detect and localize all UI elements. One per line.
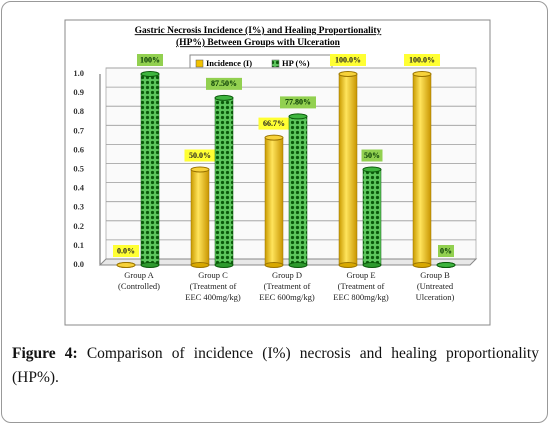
bar-base <box>288 262 308 268</box>
x-tick-label: (Untreated <box>417 281 454 291</box>
value-label: 100.0% <box>335 55 361 64</box>
bar <box>362 169 382 266</box>
value-label-box <box>404 54 440 66</box>
bar <box>412 73 432 266</box>
bar-top <box>436 262 456 268</box>
bar-base <box>190 262 210 268</box>
x-tick-label: Ulceration) <box>416 292 455 302</box>
y-tick-label: 0.8 <box>73 106 84 116</box>
chart-title: (HP%) Between Groups with Ulceration <box>176 37 341 48</box>
bar <box>214 97 234 266</box>
y-tick-label: 0.9 <box>73 87 84 97</box>
legend-label: Incidence (I) <box>206 58 252 68</box>
x-tick-label: Group C <box>198 270 228 280</box>
x-tick-label: Group D <box>272 270 302 280</box>
bar-base <box>362 262 382 268</box>
bar-top <box>288 113 308 120</box>
bar <box>264 137 284 266</box>
legend-label: HP (%) <box>282 58 310 68</box>
value-label-box <box>438 245 454 257</box>
bar-base <box>412 262 432 268</box>
value-label: 100.0% <box>409 55 435 64</box>
caption: Figure 4: Comparison of incidence (I%) n… <box>12 342 539 390</box>
bar-top <box>362 166 382 173</box>
x-tick-label: EEC 600mg/kg) <box>259 292 315 302</box>
value-label: 50% <box>364 151 380 160</box>
y-tick-label: 0.6 <box>73 144 84 154</box>
bar-base <box>140 262 160 268</box>
bar-top <box>190 166 210 173</box>
value-label: 0% <box>440 246 452 255</box>
value-label: 0.0% <box>117 246 135 255</box>
value-label-box <box>280 96 316 109</box>
bar-top <box>412 71 432 77</box>
bar <box>140 73 160 266</box>
chart: Gastric Necrosis Incidence (I%) and Heal… <box>64 19 491 326</box>
x-tick-label: (Treatment of <box>190 281 237 291</box>
caption-label: Figure 4: <box>12 345 78 362</box>
value-label: 66.7% <box>263 119 285 128</box>
value-label-box <box>184 149 216 162</box>
y-tick-label: 0.5 <box>73 163 84 173</box>
legend-swatch <box>195 59 204 68</box>
value-label: 77.80% <box>285 98 311 107</box>
bar-top <box>214 94 234 101</box>
y-tick-label: 0.0 <box>73 259 84 269</box>
bar <box>288 116 308 266</box>
y-tick-label: 0.4 <box>73 183 84 193</box>
value-label-box <box>206 77 242 90</box>
x-tick-label: Group A <box>124 270 154 280</box>
x-tick-label: EEC 400mg/kg) <box>185 292 241 302</box>
x-tick-label: (Controlled) <box>118 281 160 291</box>
y-tick-label: 1.0 <box>73 68 84 78</box>
bar-top <box>140 71 160 77</box>
y-tick-label: 0.2 <box>73 221 84 231</box>
bar-base <box>214 262 234 268</box>
bar <box>190 169 210 266</box>
value-label: 87.50% <box>211 79 237 88</box>
y-tick-label: 0.7 <box>73 125 84 135</box>
bar-top <box>116 262 136 268</box>
y-tick-label: 0.3 <box>73 202 84 212</box>
bar-base <box>338 262 358 268</box>
value-label-box <box>258 117 290 130</box>
y-tick-label: 0.1 <box>73 240 84 250</box>
bar-top <box>338 71 358 77</box>
value-label: 100% <box>140 55 160 64</box>
x-tick-label: EEC 800mg/kg) <box>333 292 389 302</box>
caption-text: Comparison of incidence (I%) necrosis an… <box>12 345 539 386</box>
x-tick-label: Group E <box>346 270 375 280</box>
x-tick-label: (Treatment of <box>338 281 385 291</box>
bar <box>338 73 358 266</box>
value-label: 50.0% <box>189 151 211 160</box>
value-label-box <box>137 54 163 66</box>
value-label-box <box>330 54 366 66</box>
value-label-box <box>361 149 383 162</box>
bar-base <box>264 262 284 268</box>
x-tick-label: (Treatment of <box>264 281 311 291</box>
legend-swatch <box>271 59 280 68</box>
bar-top <box>264 134 284 141</box>
x-tick-label: Group B <box>420 270 450 280</box>
chart-title: Gastric Necrosis Incidence (I%) and Heal… <box>135 25 382 36</box>
value-label-box <box>113 245 139 257</box>
